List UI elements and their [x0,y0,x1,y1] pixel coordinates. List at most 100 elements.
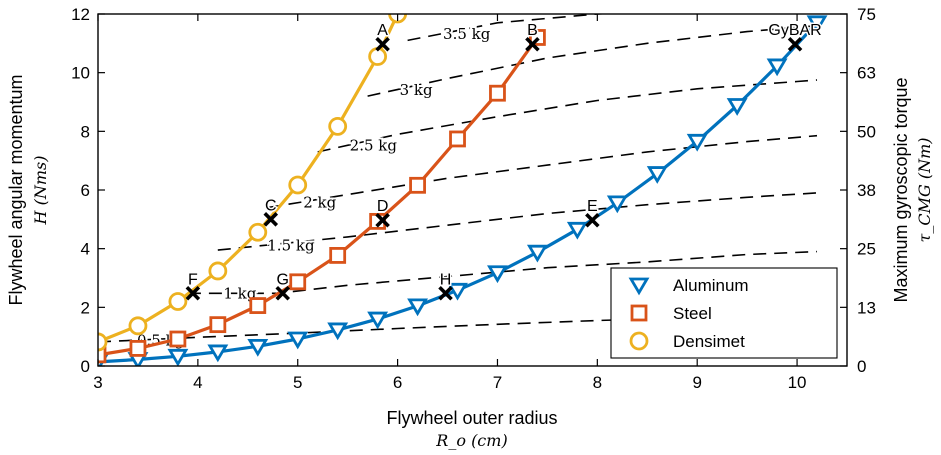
marker-triangle [726,98,748,116]
mass-contour-line [267,134,818,209]
x-tick-label: 4 [193,373,202,392]
y2-tick-label: 38 [857,181,876,200]
y-axis-title: Flywheel angular momentum [6,74,26,305]
marker-square [630,304,648,322]
marker-square [289,273,307,291]
legend-label-aluminum: Aluminum [673,276,749,295]
y2-tick-label: 0 [857,357,866,376]
mass-contour-line [217,192,818,251]
marker-circle [328,116,348,136]
design-point-marker [585,212,600,228]
design-point-label: GyBAR [768,22,821,39]
mass-contour-label: 1.5 kg [267,237,315,255]
marker-square [249,297,267,314]
marker-square [98,346,107,364]
marker-triangle [806,15,828,34]
marker-triangle [766,58,788,77]
marker-square [329,247,347,264]
design-point-label: D [377,198,389,215]
marker-triangle [487,265,508,284]
mass-contour-label: 3.5 kg [443,25,491,43]
design-point-marker [525,36,540,52]
marker-triangle [407,298,429,317]
mass-contour-labels: 0.5 kg1 kg1.5 kg2 kg2.5 kg3 kg3.5 kg [135,23,493,351]
marker-triangle [686,133,708,152]
marker-square [129,339,147,357]
y2-tick-label: 50 [857,122,876,141]
mass-contour-label: 2 kg [303,193,336,211]
y-axis-symbol: H (Nms) [31,156,50,226]
mass-contour-label: 3 kg [400,81,433,99]
design-point-marker [375,36,390,52]
y2-tick-label: 75 [857,5,876,24]
y-tick-label: 2 [81,298,90,317]
marker-triangle [167,348,189,366]
legend-label-densimet: Densimet [673,332,745,351]
marker-square [409,176,426,194]
marker-circle [98,332,108,352]
marker-square [209,316,227,334]
marker-square [449,130,466,148]
design-point-label: F [188,271,198,288]
y-tick-label: 8 [81,122,90,141]
marker-square [169,330,187,348]
series-group [98,14,828,366]
design-point-label: H [440,271,452,288]
design-point-label: G [277,271,289,288]
y2-axis-title: Maximum gyroscopic torque [891,77,911,302]
design-point-label: C [265,197,277,214]
marker-triangle [207,344,229,363]
marker-triangle [646,166,668,184]
legend-label-steel: Steel [673,304,712,323]
x-tick-label: 5 [293,373,302,392]
x-axis-symbol: R_o (cm) [435,431,507,450]
marker-triangle [247,338,269,357]
design-point-label: E [587,198,598,215]
mass-contour-label: 2.5 kg [350,137,398,155]
y-tick-label: 12 [71,5,90,24]
axes: 3 4 5 6 7 8 9 10 0 2 4 6 8 10 12 0 13 25 38 50 63 75 [71,5,876,392]
marker-triangle [606,195,628,214]
y2-axis-symbol: τ_CMG (Nm) [915,138,934,243]
x-tick-label: 10 [788,373,807,392]
marker-circle [208,261,228,281]
y2-tick-label: 13 [857,298,876,317]
x-tick-label: 6 [393,373,402,392]
y2-tick-label: 63 [857,64,876,83]
design-point-marker [438,285,453,301]
legend: Aluminum Steel Densimet [610,267,838,359]
design-point-marker [263,212,279,227]
marker-triangle [367,311,389,330]
y2-tick-label: 25 [857,240,876,259]
y-tick-label: 6 [81,181,90,200]
design-point-marker [787,36,803,52]
design-point-marker [275,285,291,301]
marker-triangle [526,244,548,263]
design-points: A B C D E F G H GyBAR [185,21,823,301]
marker-square [489,84,506,102]
y-tick-label: 10 [71,64,90,83]
mass-contour-line [317,79,818,153]
design-point-label: B [527,22,538,39]
mass-contour-line [98,314,798,343]
mass-contours [98,14,818,343]
x-tick-label: 3 [93,373,102,392]
marker-circle [629,331,649,351]
axis-titles: Flywheel outer radius R_o (cm) Flywheel … [6,74,934,450]
legend-box [610,267,838,359]
marker-triangle [566,221,588,240]
marker-triangle [287,331,309,350]
x-axis-title: Flywheel outer radius [386,408,557,428]
design-point-marker [185,285,201,301]
y-tick-label: 0 [81,357,90,376]
marker-circle [288,175,308,195]
mass-contour-line [367,24,818,97]
design-point-marker [375,212,390,228]
x-tick-label: 8 [593,373,602,392]
marker-circle [248,222,268,242]
x-tick-label: 9 [692,373,701,392]
x-tick-label: 7 [493,373,502,392]
marker-triangle [447,282,468,301]
marker-triangle [628,277,650,296]
